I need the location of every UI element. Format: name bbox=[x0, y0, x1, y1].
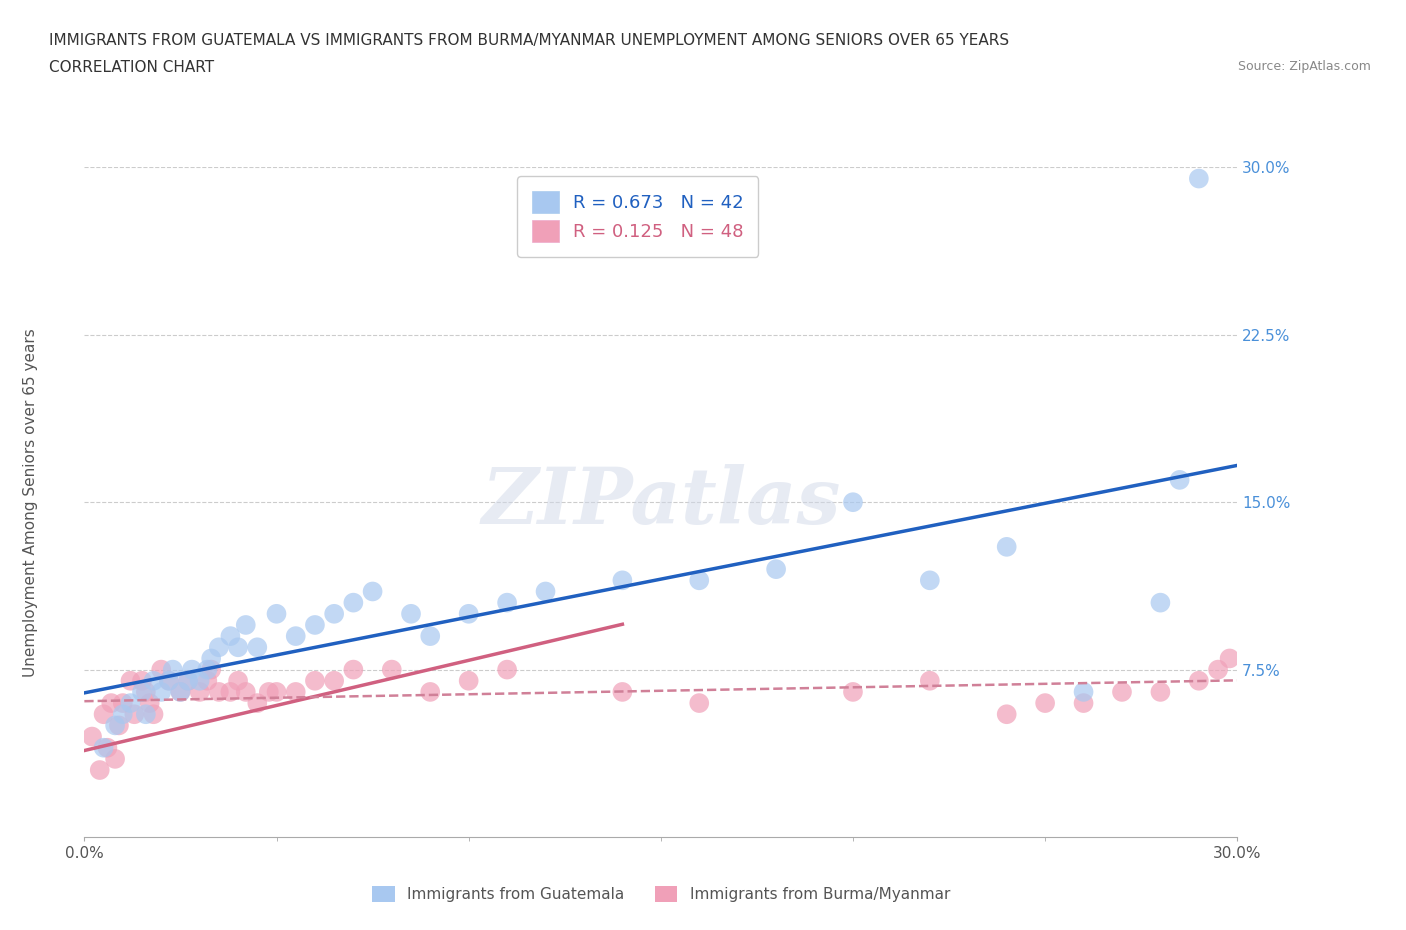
Point bbox=[266, 606, 288, 621]
Point bbox=[457, 673, 479, 688]
Point bbox=[177, 673, 200, 688]
Point bbox=[226, 673, 249, 688]
Point bbox=[120, 696, 142, 711]
Point bbox=[381, 662, 404, 677]
Point bbox=[304, 618, 326, 632]
Point bbox=[1188, 673, 1211, 688]
Point bbox=[304, 673, 326, 688]
Point bbox=[93, 707, 115, 722]
Point bbox=[323, 673, 346, 688]
Point bbox=[200, 651, 222, 666]
Point bbox=[1149, 684, 1171, 699]
Point bbox=[1033, 696, 1056, 711]
Point bbox=[342, 595, 364, 610]
Point bbox=[131, 684, 153, 699]
Point bbox=[1219, 651, 1241, 666]
Point bbox=[918, 673, 941, 688]
Point bbox=[235, 684, 257, 699]
Point bbox=[1206, 662, 1229, 677]
Text: Source: ZipAtlas.com: Source: ZipAtlas.com bbox=[1237, 60, 1371, 73]
Point bbox=[93, 740, 115, 755]
Point bbox=[496, 662, 519, 677]
Point bbox=[177, 673, 200, 688]
Point bbox=[200, 662, 222, 677]
Point bbox=[219, 629, 242, 644]
Point bbox=[1188, 171, 1211, 186]
Point bbox=[496, 595, 519, 610]
Point bbox=[80, 729, 103, 744]
Point bbox=[208, 684, 231, 699]
Point bbox=[246, 640, 269, 655]
Point bbox=[361, 584, 384, 599]
Point bbox=[111, 707, 134, 722]
Point bbox=[124, 707, 146, 722]
Point bbox=[181, 662, 204, 677]
Point bbox=[266, 684, 288, 699]
Point bbox=[534, 584, 557, 599]
Point bbox=[131, 673, 153, 688]
Point bbox=[284, 629, 307, 644]
Point bbox=[612, 573, 634, 588]
Point bbox=[995, 707, 1018, 722]
Point bbox=[765, 562, 787, 577]
Point bbox=[219, 684, 242, 699]
Point bbox=[1073, 684, 1095, 699]
Point bbox=[142, 707, 165, 722]
Point bbox=[688, 573, 710, 588]
Point bbox=[104, 751, 127, 766]
Point bbox=[612, 684, 634, 699]
Point bbox=[100, 696, 122, 711]
Point bbox=[195, 673, 218, 688]
Point bbox=[1168, 472, 1191, 487]
Point bbox=[284, 684, 307, 699]
Point bbox=[188, 684, 211, 699]
Point bbox=[169, 684, 191, 699]
Point bbox=[188, 673, 211, 688]
Point bbox=[457, 606, 479, 621]
Point bbox=[1149, 595, 1171, 610]
Point bbox=[995, 539, 1018, 554]
Point bbox=[257, 684, 280, 699]
Point bbox=[1073, 696, 1095, 711]
Point bbox=[120, 673, 142, 688]
Point bbox=[150, 684, 173, 699]
Point bbox=[162, 662, 184, 677]
Point bbox=[399, 606, 422, 621]
Point bbox=[419, 629, 441, 644]
Point bbox=[96, 740, 118, 755]
Point bbox=[135, 684, 157, 699]
Point bbox=[918, 573, 941, 588]
Point bbox=[104, 718, 127, 733]
Point bbox=[842, 684, 865, 699]
Point bbox=[246, 696, 269, 711]
Text: Unemployment Among Seniors over 65 years: Unemployment Among Seniors over 65 years bbox=[24, 328, 38, 677]
Point bbox=[89, 763, 111, 777]
Point bbox=[208, 640, 231, 655]
Point bbox=[842, 495, 865, 510]
Point bbox=[157, 673, 180, 688]
Point bbox=[195, 662, 218, 677]
Point bbox=[157, 673, 180, 688]
Point bbox=[135, 707, 157, 722]
Point bbox=[235, 618, 257, 632]
Point bbox=[342, 662, 364, 677]
Text: CORRELATION CHART: CORRELATION CHART bbox=[49, 60, 214, 75]
Text: ZIPatlas: ZIPatlas bbox=[481, 464, 841, 540]
Text: IMMIGRANTS FROM GUATEMALA VS IMMIGRANTS FROM BURMA/MYANMAR UNEMPLOYMENT AMONG SE: IMMIGRANTS FROM GUATEMALA VS IMMIGRANTS … bbox=[49, 33, 1010, 47]
Point bbox=[142, 673, 165, 688]
Point bbox=[169, 684, 191, 699]
Point bbox=[108, 718, 131, 733]
Point bbox=[323, 606, 346, 621]
Point bbox=[1111, 684, 1133, 699]
Point bbox=[111, 696, 134, 711]
Point bbox=[138, 696, 160, 711]
Point bbox=[150, 662, 173, 677]
Legend: Immigrants from Guatemala, Immigrants from Burma/Myanmar: Immigrants from Guatemala, Immigrants fr… bbox=[364, 879, 957, 910]
Point bbox=[419, 684, 441, 699]
Point bbox=[688, 696, 710, 711]
Point bbox=[226, 640, 249, 655]
